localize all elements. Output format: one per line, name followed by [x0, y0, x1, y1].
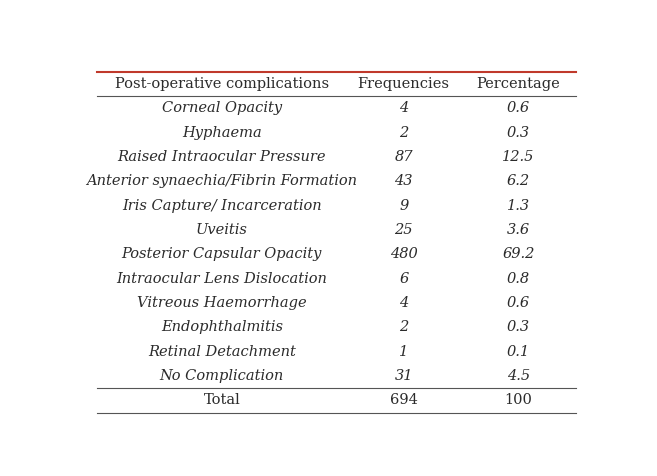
- Text: Posterior Capsular Opacity: Posterior Capsular Opacity: [122, 248, 322, 261]
- Text: 6: 6: [399, 272, 409, 286]
- Text: Intraocular Lens Dislocation: Intraocular Lens Dislocation: [116, 272, 327, 286]
- Text: 3.6: 3.6: [507, 223, 530, 237]
- Text: 0.6: 0.6: [507, 296, 530, 310]
- Text: Post-operative complications: Post-operative complications: [115, 77, 329, 91]
- Text: Retinal Detachment: Retinal Detachment: [148, 345, 296, 359]
- Text: 4.5: 4.5: [507, 369, 530, 383]
- Text: 2: 2: [399, 126, 409, 139]
- Text: 0.3: 0.3: [507, 320, 530, 335]
- Text: 4: 4: [399, 101, 409, 115]
- Text: 0.6: 0.6: [507, 101, 530, 115]
- Text: Raised Intraocular Pressure: Raised Intraocular Pressure: [118, 150, 326, 164]
- Text: 12.5: 12.5: [503, 150, 535, 164]
- Text: 100: 100: [505, 394, 533, 407]
- Text: Vitreous Haemorrhage: Vitreous Haemorrhage: [137, 296, 307, 310]
- Text: 0.3: 0.3: [507, 126, 530, 139]
- Text: 6.2: 6.2: [507, 174, 530, 188]
- Text: 0.1: 0.1: [507, 345, 530, 359]
- Text: 2: 2: [399, 320, 409, 335]
- Text: 480: 480: [390, 248, 418, 261]
- Text: Hyphaema: Hyphaema: [182, 126, 261, 139]
- Text: Percentage: Percentage: [477, 77, 560, 91]
- Text: 25: 25: [394, 223, 413, 237]
- Text: Endophthalmitis: Endophthalmitis: [161, 320, 283, 335]
- Text: 0.8: 0.8: [507, 272, 530, 286]
- Text: 4: 4: [399, 296, 409, 310]
- Text: Corneal Opacity: Corneal Opacity: [162, 101, 282, 115]
- Text: Iris Capture/ Incarceration: Iris Capture/ Incarceration: [122, 198, 322, 213]
- Text: Total: Total: [204, 394, 240, 407]
- Text: Frequencies: Frequencies: [357, 77, 450, 91]
- Text: 43: 43: [394, 174, 413, 188]
- Text: Uveitis: Uveitis: [196, 223, 248, 237]
- Text: 1: 1: [399, 345, 409, 359]
- Text: 31: 31: [394, 369, 413, 383]
- Text: 694: 694: [390, 394, 418, 407]
- Text: No Complication: No Complication: [160, 369, 284, 383]
- Text: 1.3: 1.3: [507, 198, 530, 213]
- Text: 69.2: 69.2: [503, 248, 535, 261]
- Text: 9: 9: [399, 198, 409, 213]
- Text: Anterior synaechia/Fibrin Formation: Anterior synaechia/Fibrin Formation: [86, 174, 357, 188]
- Text: 87: 87: [394, 150, 413, 164]
